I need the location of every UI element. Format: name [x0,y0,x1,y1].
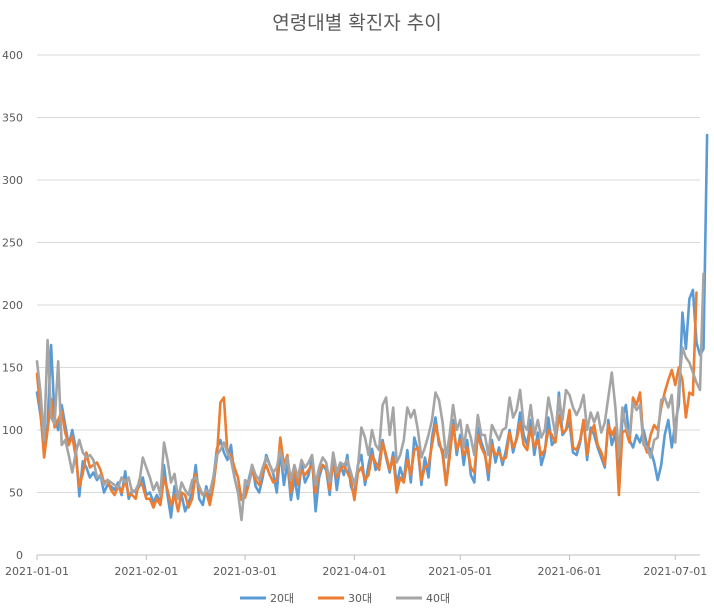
x-tick-label: 2021-05-01 [428,565,492,578]
axes: 0 50 100 150 200 250 300 350 400 2021-01-01 2021-0… [2,49,707,578]
series-line-3 [35,272,705,522]
x-tick-label: 2021-03-01 [213,565,277,578]
legend: 20대 30대 40대 [240,592,450,605]
x-tick-label: 2021-04-01 [322,565,386,578]
legend-label: 30대 [348,592,372,605]
legend-label: 40대 [426,592,450,605]
x-tick-label: 2021-01-01 [5,565,69,578]
y-tick-label: 50 [9,487,23,500]
x-tick-label: 2021-06-01 [538,565,602,578]
series-lines [35,133,709,522]
chart-title: 연령대별 확진자 추이 [272,12,442,34]
y-tick-label: 100 [2,424,23,437]
y-tick-label: 200 [2,299,23,312]
y-tick-label: 400 [2,49,23,62]
gridlines [37,54,700,556]
y-tick-label: 350 [2,112,23,125]
series-line-2 [35,291,698,513]
y-tick-label: 250 [2,237,23,250]
y-tick-label: 0 [16,549,23,562]
x-tick-label: 2021-02-01 [114,565,178,578]
legend-label: 20대 [270,592,294,605]
x-tick-label: 2021-07-01 [643,565,707,578]
y-tick-label: 150 [2,362,23,375]
y-tick-label: 300 [2,174,23,187]
